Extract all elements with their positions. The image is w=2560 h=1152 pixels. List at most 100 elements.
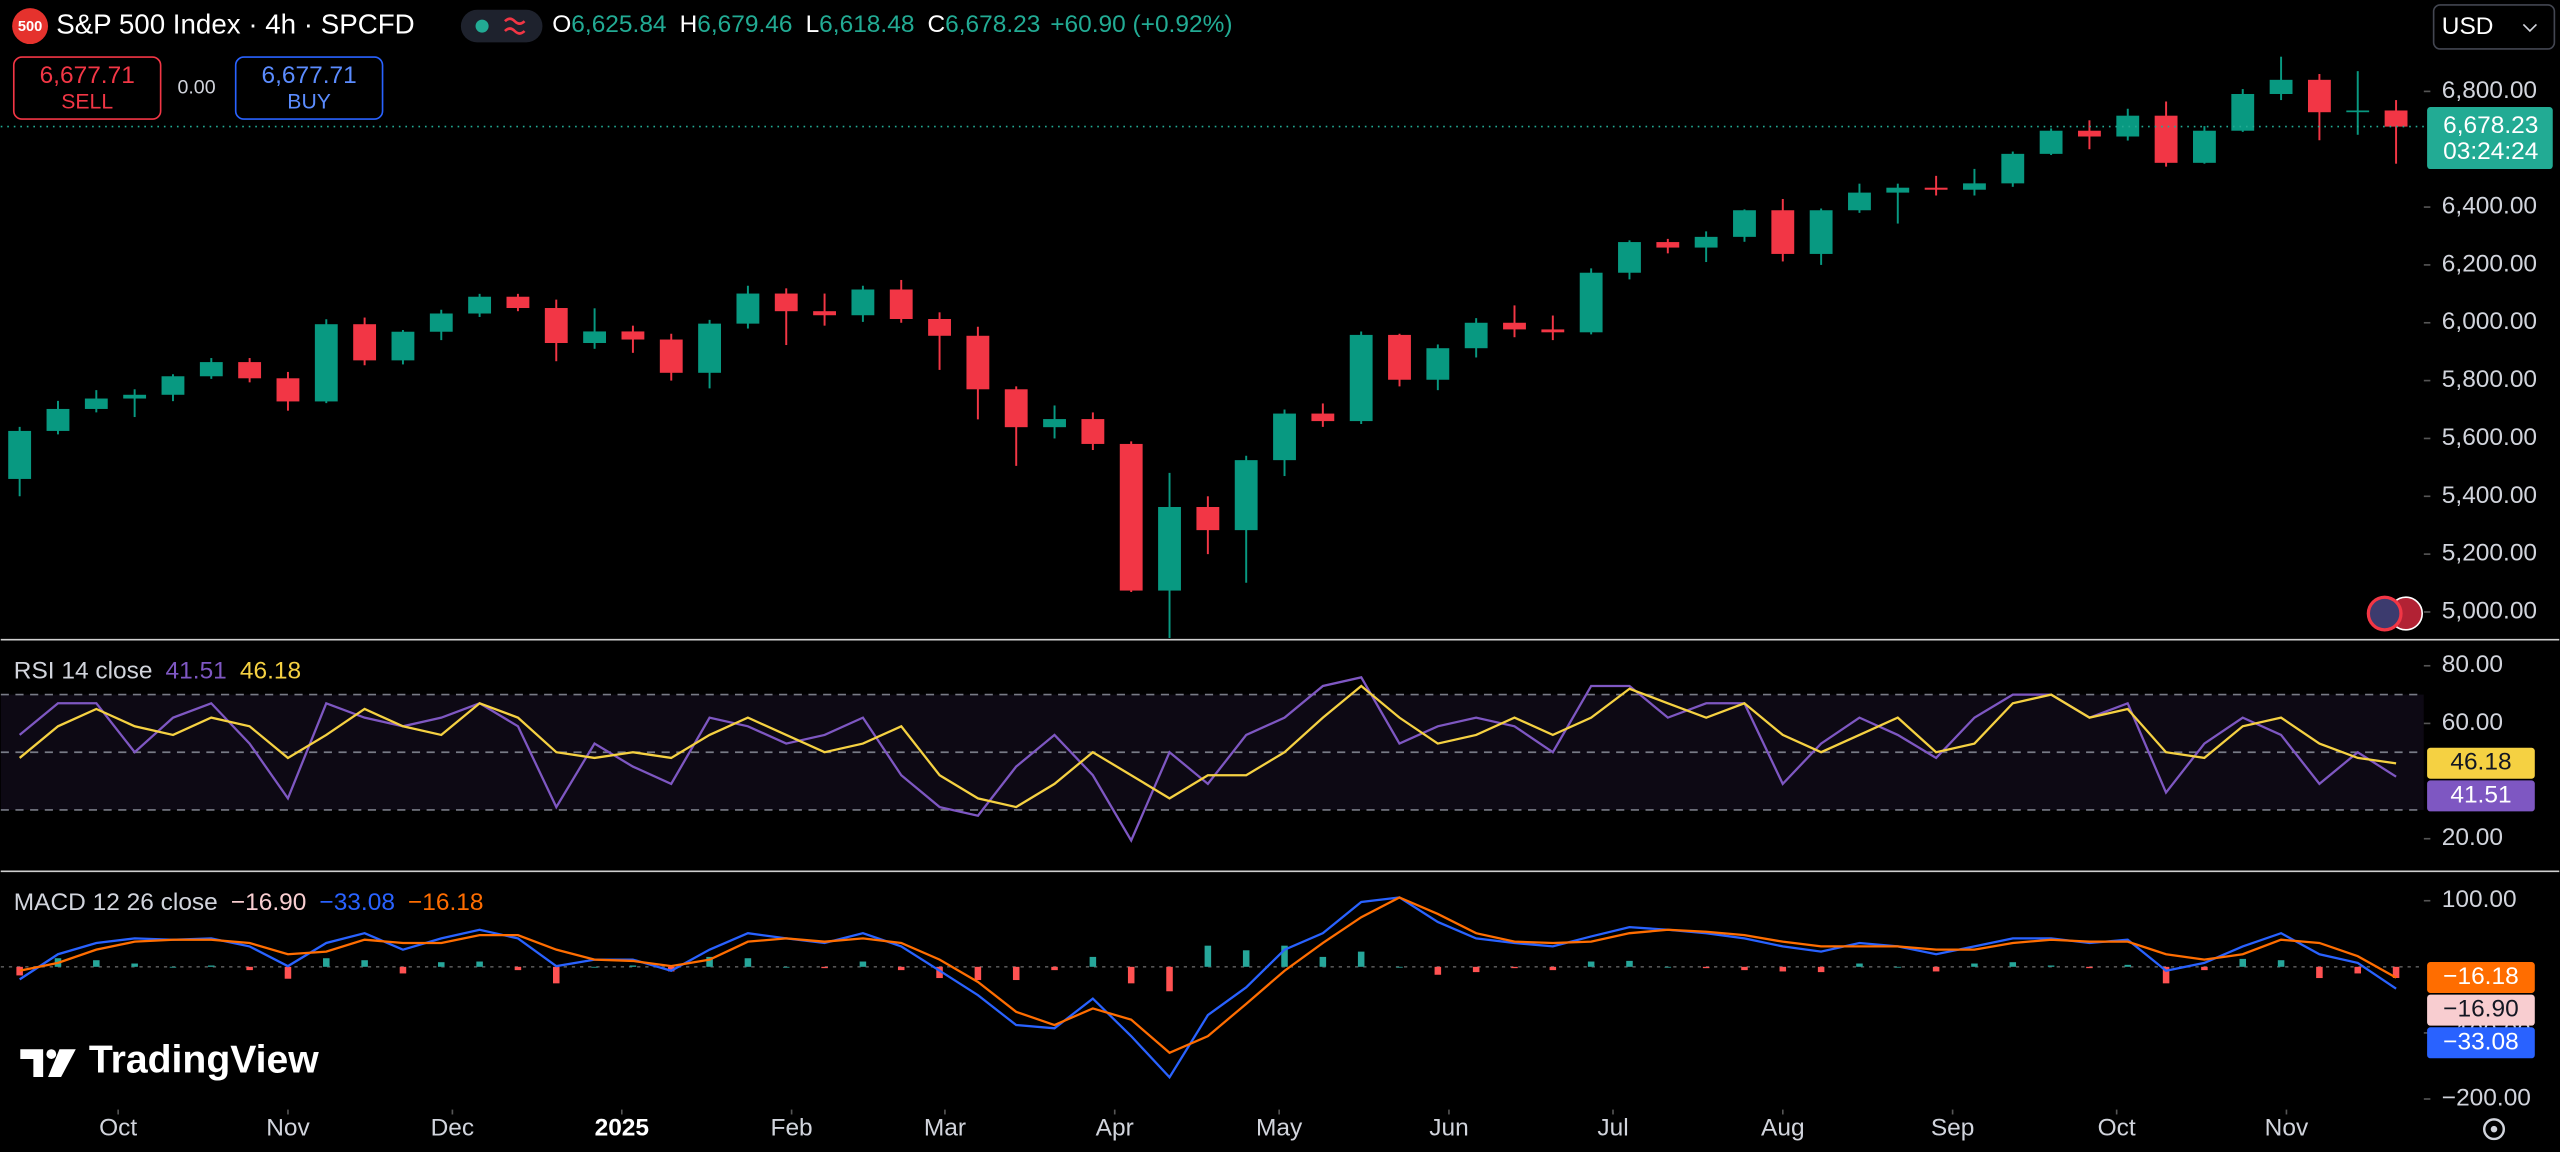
histogram-bar [706, 956, 713, 967]
ohlc-key: L [806, 12, 820, 39]
histogram-bar [629, 965, 637, 967]
settings-icon[interactable] [2482, 1118, 2506, 1141]
candle-body [1464, 322, 1488, 349]
histogram-bar [2047, 965, 2055, 967]
x-tick-label: Mar [924, 1115, 966, 1142]
brand-logo [20, 1049, 76, 1077]
histogram-bar [1856, 963, 1863, 967]
histogram-bar [399, 966, 407, 974]
candle-body [123, 394, 147, 399]
y-tick-label: −200.00 [2442, 1084, 2531, 1111]
histogram-bar [2201, 966, 2208, 971]
value-box-label: −33.08 [2443, 1028, 2519, 1055]
x-tick-label: Oct [99, 1115, 137, 1142]
value-box [2427, 1027, 2535, 1059]
candle-body [698, 323, 722, 373]
candle-body [2384, 110, 2408, 127]
histogram-bar [1396, 966, 1403, 968]
candle-body [928, 319, 951, 336]
y-tick-label: 5,400.00 [2442, 482, 2537, 509]
histogram-bar [2162, 966, 2170, 984]
candle-body [659, 339, 683, 373]
histogram-bar [476, 961, 483, 967]
buy-label: BUY [287, 90, 331, 113]
sell-button[interactable] [12, 56, 162, 120]
histogram-bar [1779, 966, 1787, 972]
ohlc-value: 6,679.46 [697, 12, 792, 39]
event-flag[interactable] [2366, 595, 2403, 632]
ohlc-legend: O6,625.84 H6,679.46 L6,618.48 C6,678.23 +60.… [552, 12, 1232, 39]
y-tick-label: 6,200.00 [2442, 250, 2537, 277]
candle-body [468, 296, 492, 314]
value-box [2427, 780, 2535, 812]
candle-body [1733, 210, 1756, 237]
histogram-bar [169, 966, 177, 968]
legend-value: 46.18 [240, 658, 301, 685]
ohlc-key: C [927, 12, 945, 39]
histogram-bar [936, 966, 943, 979]
histogram-bar [1434, 966, 1442, 975]
histogram-bar [131, 963, 138, 967]
candle-body [2346, 110, 2370, 113]
pane-title: MACD 12 26 close [14, 889, 218, 916]
series-line [18, 684, 2397, 809]
candle-body [1503, 322, 1526, 330]
x-tick-label: Aug [1761, 1115, 1805, 1142]
candle-body [353, 324, 377, 361]
histogram-bar [1204, 945, 1212, 967]
histogram-bar [2124, 964, 2132, 967]
candle-body [1426, 348, 1450, 380]
histogram-bar [1051, 966, 1058, 971]
histogram-bar [1242, 950, 1250, 967]
candle-body [1541, 329, 1565, 333]
candle-body [1963, 183, 1986, 190]
pane-legend: RSI 14 close 41.51 46.18 [14, 658, 301, 685]
status-pill[interactable] [460, 9, 543, 43]
candle-body [1924, 187, 1948, 190]
currency-select[interactable] [2432, 4, 2556, 50]
y-tick-label: 60.00 [2442, 709, 2503, 736]
y-tick-label: 6,800.00 [2442, 77, 2537, 104]
candle-body [1694, 236, 1718, 248]
candle-body [2116, 115, 2140, 137]
x-tick-label: May [1256, 1115, 1303, 1142]
candle-body [1196, 506, 1220, 531]
candle-body [1158, 506, 1181, 591]
histogram-bar [93, 960, 100, 967]
value-box [2427, 962, 2535, 994]
histogram-bar [974, 966, 982, 981]
candle-body [1848, 192, 1871, 211]
candle-body [2039, 130, 2063, 154]
candle-body [1618, 242, 1641, 273]
pane-legend: MACD 12 26 close −16.90 −33.08 −16.18 [14, 889, 484, 916]
candle-body [621, 331, 645, 340]
symbol-title[interactable]: S&P 500 Index · 4h · SPCFD [56, 8, 414, 39]
histogram-bar [1319, 956, 1327, 967]
series-line [19, 896, 2397, 1055]
badge-text: 500 [18, 19, 42, 35]
candle-body [1081, 419, 1105, 444]
currency: USD [2442, 13, 2494, 40]
x-tick-label: Feb [771, 1115, 813, 1142]
y-tick-label: 5,000.00 [2442, 597, 2537, 624]
ohlc-key: H [680, 12, 698, 39]
rsi-pane [0, 676, 2424, 844]
candle-body [2001, 153, 2025, 184]
candle-body [1311, 413, 1335, 422]
delay-icon [504, 17, 526, 35]
change: +60.90 (+0.92%) [1050, 12, 1232, 39]
x-tick-label: Nov [266, 1115, 310, 1142]
candle-body [2078, 130, 2101, 137]
histogram-bar [1626, 960, 1633, 967]
histogram-bar [821, 966, 828, 969]
histogram-bar [1357, 951, 1365, 967]
buy-button[interactable] [234, 56, 384, 120]
histogram-bar [1932, 966, 1940, 972]
candle-body [889, 289, 913, 320]
histogram-bar [1166, 966, 1173, 992]
histogram-bar [361, 960, 368, 967]
y-tick-label: 20.00 [2442, 824, 2503, 851]
histogram-bar [2316, 966, 2323, 979]
histogram-bar [323, 958, 330, 967]
